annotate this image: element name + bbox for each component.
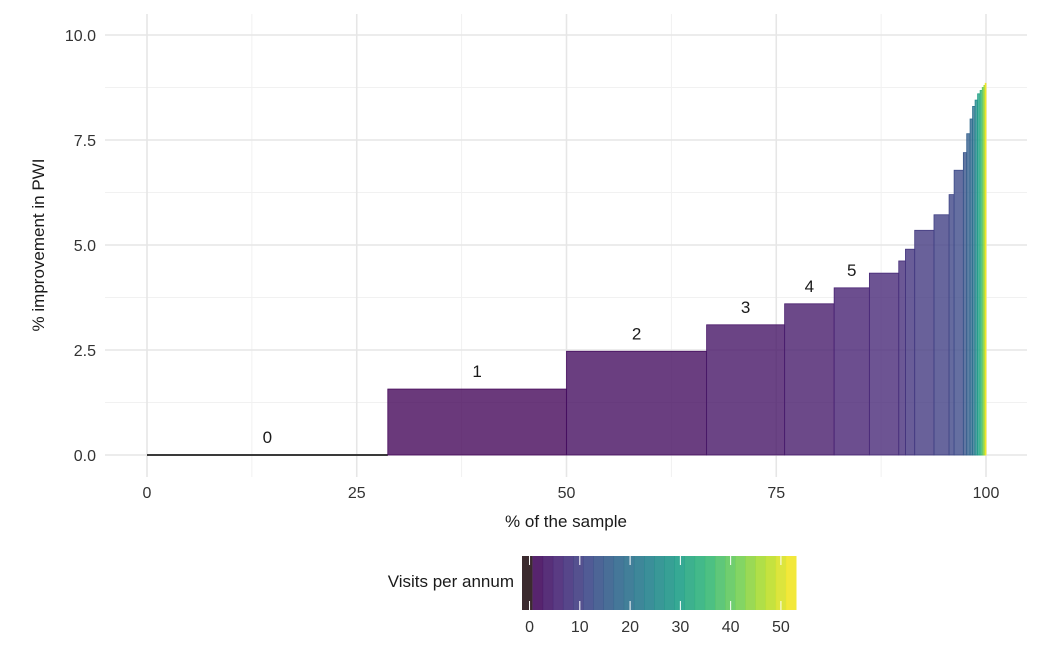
colorbar-legend: Visits per annum 0 10 20 30 40 50 bbox=[388, 556, 797, 636]
y-tick-label: 5.0 bbox=[74, 238, 96, 255]
bar-segment-visits-1 bbox=[387, 388, 567, 456]
bar-label: 3 bbox=[741, 298, 750, 317]
colorbar-zero-swatch bbox=[522, 556, 533, 610]
bar-segment-visits-5 bbox=[833, 287, 870, 456]
bar-segment-visits-3 bbox=[706, 324, 786, 456]
bar-segment-visits-10 bbox=[933, 214, 950, 456]
x-tick-label: 25 bbox=[348, 485, 366, 502]
y-tick-label: 10.0 bbox=[65, 28, 96, 45]
colorbar-swatch bbox=[755, 556, 767, 610]
colorbar-swatch bbox=[694, 556, 706, 610]
y-axis-ticks: 0.0 2.5 5.0 7.5 10.0 bbox=[65, 28, 96, 465]
colorbar-tick-label: 0 bbox=[525, 619, 534, 636]
bar-label: 2 bbox=[632, 324, 641, 343]
colorbar-swatch bbox=[654, 556, 665, 610]
bar-segment-visits-12 bbox=[953, 169, 964, 456]
x-axis-ticks: 0 25 50 75 100 bbox=[143, 485, 1000, 502]
colorbar-swatch bbox=[664, 556, 675, 610]
bar-label: 1 bbox=[472, 362, 481, 381]
colorbar-tick-label: 30 bbox=[671, 619, 689, 636]
colorbar-swatch bbox=[633, 556, 645, 610]
colorbar-swatch bbox=[684, 556, 696, 610]
colorbar-swatch bbox=[573, 556, 584, 610]
bar-label: 0 bbox=[263, 428, 272, 447]
colorbar-tick-label: 20 bbox=[621, 619, 639, 636]
colorbar-swatch bbox=[765, 556, 777, 610]
colorbar-swatch bbox=[785, 556, 797, 610]
bar-segment-visits-14 bbox=[962, 152, 968, 456]
x-tick-label: 75 bbox=[767, 485, 785, 502]
colorbar-swatch bbox=[775, 556, 787, 610]
bar-segment-visits-4 bbox=[784, 303, 835, 456]
colorbar-swatch bbox=[725, 556, 736, 610]
y-tick-label: 2.5 bbox=[74, 343, 96, 360]
x-tick-label: 50 bbox=[558, 485, 576, 502]
colorbar-swatch bbox=[623, 556, 635, 610]
bar-segment-visits-2 bbox=[566, 350, 708, 456]
colorbar-swatch bbox=[644, 556, 655, 610]
colorbar-swatch bbox=[603, 556, 615, 610]
colorbar-swatch bbox=[532, 556, 544, 610]
colorbar-swatch bbox=[714, 556, 726, 610]
x-tick-label: 100 bbox=[973, 485, 1000, 502]
colorbar-swatch bbox=[735, 556, 746, 610]
colorbar-swatch bbox=[542, 556, 554, 610]
bar-label: 5 bbox=[847, 261, 856, 280]
colorbar-swatch bbox=[562, 556, 574, 610]
colorbar bbox=[522, 556, 797, 610]
bar-segments bbox=[147, 82, 987, 456]
bar-segment-visits-52 bbox=[984, 82, 987, 456]
bar-segment-visits-6 bbox=[868, 272, 900, 456]
colorbar-tick-label: 40 bbox=[722, 619, 740, 636]
colorbar-swatch bbox=[674, 556, 686, 610]
bar-segment-visits-7 bbox=[898, 260, 906, 456]
x-tick-label: 0 bbox=[143, 485, 152, 502]
bar-label: 4 bbox=[805, 277, 814, 296]
x-axis-title: % of the sample bbox=[505, 512, 627, 531]
bar-segment-visits-8 bbox=[905, 248, 916, 456]
colorbar-swatch bbox=[593, 556, 604, 610]
bar-segment-visits-16 bbox=[966, 133, 971, 456]
y-tick-label: 0.0 bbox=[74, 448, 96, 465]
colorbar-swatch bbox=[745, 556, 756, 610]
colorbar-tick-label: 10 bbox=[571, 619, 589, 636]
colorbar-ticks: 0 10 20 30 40 50 bbox=[525, 556, 790, 636]
bar-segment-visits-11 bbox=[948, 194, 955, 456]
colorbar-swatch bbox=[552, 556, 564, 610]
y-tick-label: 7.5 bbox=[74, 133, 96, 150]
bar-labels: 0 1 2 3 4 5 bbox=[263, 261, 857, 447]
legend-title: Visits per annum bbox=[388, 572, 514, 591]
colorbar-swatch bbox=[613, 556, 625, 610]
y-axis-title: % improvement in PWI bbox=[29, 159, 48, 332]
bar-segment-visits-9 bbox=[914, 229, 935, 456]
colorbar-swatch bbox=[704, 556, 716, 610]
colorbar-swatch bbox=[583, 556, 594, 610]
colorbar-tick-label: 50 bbox=[772, 619, 790, 636]
